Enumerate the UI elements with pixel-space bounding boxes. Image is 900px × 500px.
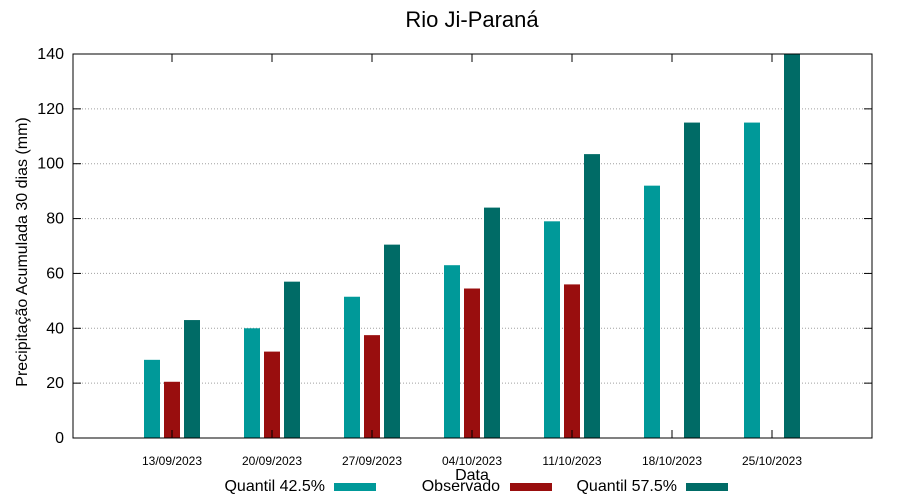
bar-observado-2 bbox=[364, 335, 380, 438]
bar-quantil-42-5--4 bbox=[544, 221, 560, 438]
legend-label-2: Quantil 57.5% bbox=[576, 478, 677, 495]
x-tick-label: 04/10/2023 bbox=[442, 454, 502, 468]
y-tick-label: 120 bbox=[37, 101, 64, 118]
bar-quantil-57-5--2 bbox=[384, 244, 400, 438]
y-tick-label: 100 bbox=[37, 156, 64, 173]
legend: Quantil 42.5% Observado Quantil 57.5% bbox=[224, 478, 728, 495]
legend-label-1: Observado bbox=[422, 478, 500, 495]
y-tick-label: 80 bbox=[46, 211, 64, 228]
y-tick-label: 40 bbox=[46, 320, 64, 337]
bar-quantil-57-5--0 bbox=[184, 320, 200, 438]
bar-quantil-42-5--0 bbox=[144, 359, 160, 438]
y-tick-label: 140 bbox=[37, 46, 64, 63]
chart-title: Rio Ji-Paraná bbox=[405, 7, 539, 32]
legend-swatch-0 bbox=[334, 483, 376, 491]
legend-swatch-2 bbox=[686, 483, 728, 491]
bar-quantil-42-5--2 bbox=[344, 296, 360, 438]
x-tick-label: 27/09/2023 bbox=[342, 454, 402, 468]
bar-quantil-42-5--3 bbox=[444, 265, 460, 438]
x-tick-label: 18/10/2023 bbox=[642, 454, 702, 468]
y-tick-label: 20 bbox=[46, 375, 64, 392]
bar-observado-0 bbox=[164, 381, 180, 438]
legend-label-0: Quantil 42.5% bbox=[224, 478, 325, 495]
bar-quantil-57-5--5 bbox=[684, 122, 700, 439]
bar-observado-3 bbox=[464, 288, 480, 438]
bars bbox=[144, 54, 800, 439]
bar-quantil-57-5--6 bbox=[784, 54, 800, 438]
bar-quantil-42-5--1 bbox=[244, 328, 260, 438]
bar-observado-4 bbox=[564, 284, 580, 438]
x-tick-label: 20/09/2023 bbox=[242, 454, 302, 468]
y-tick-label: 60 bbox=[46, 265, 64, 282]
bar-quantil-57-5--1 bbox=[284, 281, 300, 438]
bar-quantil-42-5--6 bbox=[744, 122, 760, 439]
y-tick-label: 0 bbox=[55, 430, 64, 447]
y-axis-ticks: 0 20 40 60 80 100 120 140 bbox=[37, 46, 872, 447]
bar-quantil-42-5--5 bbox=[644, 185, 660, 438]
x-tick-label: 11/10/2023 bbox=[542, 454, 601, 468]
bar-quantil-57-5--3 bbox=[484, 207, 500, 438]
x-tick-label: 13/09/2023 bbox=[142, 454, 202, 468]
bar-observado-1 bbox=[264, 351, 280, 438]
x-tick-label: 25/10/2023 bbox=[742, 454, 802, 468]
x-axis-ticks: 13/09/2023 20/09/2023 27/09/2023 04/10/2023… bbox=[142, 54, 802, 468]
legend-swatch-1 bbox=[510, 483, 552, 491]
y-axis-label: Precipitação Acumulada 30 dias (mm) bbox=[14, 117, 31, 386]
bar-quantil-57-5--4 bbox=[584, 154, 600, 438]
x-axis-label: Data bbox=[455, 467, 489, 484]
